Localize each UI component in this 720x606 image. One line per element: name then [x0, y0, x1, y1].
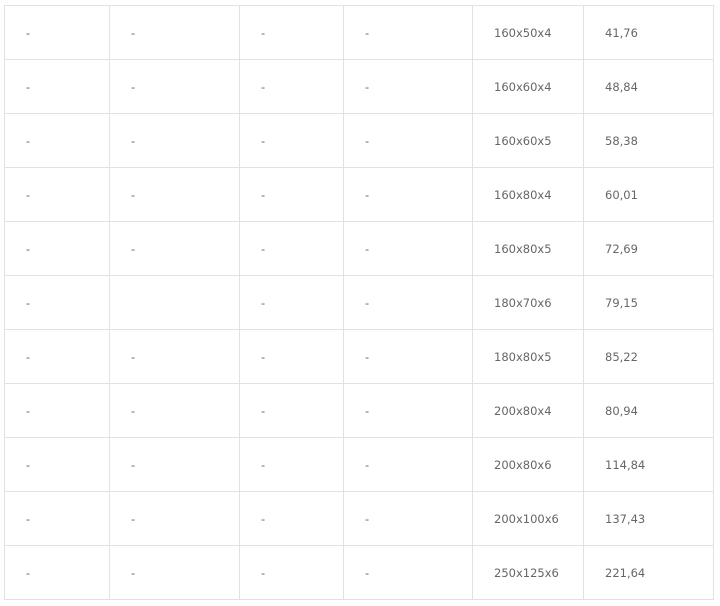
table-cell-col-4: - — [343, 545, 473, 600]
table-row: - - - -200x80x6 114,84 — [4, 437, 714, 492]
table-cell-col-2: - — [109, 59, 240, 114]
table-cell-col-3: - — [239, 545, 344, 600]
table-cell-size: 200x80x4 — [472, 383, 584, 438]
table-cell-col-4: - — [343, 329, 473, 384]
table-cell-col-4: - — [343, 59, 473, 114]
table-cell-size: 250x125x6 — [472, 545, 584, 600]
table-cell-col-2: - — [109, 5, 240, 60]
table-cell-col-1: - — [4, 491, 110, 546]
table-cell-col-3: - — [239, 491, 344, 546]
table-row: - - - -160x80x4 60,01 — [4, 167, 714, 222]
table-cell-col-4: - — [343, 5, 473, 60]
table-cell-col-4: - — [343, 113, 473, 168]
table-cell-size: 160x80x5 — [472, 221, 584, 276]
table-cell-col-1: - — [4, 329, 110, 384]
table-cell-size: 180x70x6 — [472, 275, 584, 330]
table-cell-size: 200x80x6 — [472, 437, 584, 492]
table-cell-value: 60,01 — [583, 167, 714, 222]
table-cell-col-1: - — [4, 275, 110, 330]
table-cell-col-3: - — [239, 167, 344, 222]
table-cell-col-2: - — [109, 221, 240, 276]
table-cell-col-4: - — [343, 221, 473, 276]
table-cell-col-2: - — [109, 167, 240, 222]
table-row: - - - -160x60x5 58,38 — [4, 113, 714, 168]
table-cell-col-2: - — [109, 437, 240, 492]
table-cell-col-4: - — [343, 383, 473, 438]
table-cell-col-1: - — [4, 437, 110, 492]
table-cell-size: 180x80x5 — [472, 329, 584, 384]
table-cell-value: 221,64 — [583, 545, 714, 600]
table-cell-col-3: - — [239, 59, 344, 114]
table-cell-size: 160x50x4 — [472, 5, 584, 60]
table-cell-col-3: - — [239, 275, 344, 330]
data-table: - - - -160x50x4 41,76- - - -160x60x4 48,84- - - -16… — [4, 5, 714, 600]
table-cell-col-2: - — [109, 545, 240, 600]
table-cell-col-4: - — [343, 275, 473, 330]
table-cell-value: 137,43 — [583, 491, 714, 546]
table-cell-value: 58,38 — [583, 113, 714, 168]
table-row: - - - -200x80x4 80,94 — [4, 383, 714, 438]
table-cell-value: 72,69 — [583, 221, 714, 276]
table-cell-col-3: - — [239, 221, 344, 276]
table-cell-value: 79,15 — [583, 275, 714, 330]
table-cell-value: 80,94 — [583, 383, 714, 438]
table-body: - - - -160x50x4 41,76- - - -160x60x4 48,84- - - -16… — [4, 5, 714, 600]
table-cell-value: 85,22 — [583, 329, 714, 384]
table-cell-col-3: - — [239, 329, 344, 384]
table-cell-col-3: - — [239, 437, 344, 492]
table-row: - - - -160x80x5 72,69 — [4, 221, 714, 276]
table-cell-value: 41,76 — [583, 5, 714, 60]
table-cell-value: 48,84 — [583, 59, 714, 114]
table-cell-col-2: - — [109, 491, 240, 546]
table-row: - - - -160x60x4 48,84 — [4, 59, 714, 114]
table-cell-size: 160x60x4 — [472, 59, 584, 114]
table-cell-col-1: - — [4, 383, 110, 438]
table-cell-col-1: - — [4, 545, 110, 600]
table-cell-col-3: - — [239, 113, 344, 168]
table-row: - - -180x70x6 79,15 — [4, 275, 714, 330]
table-cell-col-2: - — [109, 329, 240, 384]
table-cell-value: 114,84 — [583, 437, 714, 492]
table-cell-col-1: - — [4, 59, 110, 114]
table-cell-col-4: - — [343, 491, 473, 546]
table-cell-size: 200x100x6 — [472, 491, 584, 546]
table-cell-col-4: - — [343, 437, 473, 492]
table-cell-col-2: - — [109, 113, 240, 168]
table-cell-col-1: - — [4, 5, 110, 60]
table-cell-col-2: - — [109, 383, 240, 438]
table-row: - - - -160x50x4 41,76 — [4, 5, 714, 60]
table-row: - - - -200x100x6 137,43 — [4, 491, 714, 546]
table-cell-col-1: - — [4, 221, 110, 276]
table-cell-col-1: - — [4, 167, 110, 222]
table-cell-size: 160x60x5 — [472, 113, 584, 168]
table-cell-col-4: - — [343, 167, 473, 222]
table-cell-col-3: - — [239, 5, 344, 60]
table-cell-col-3: - — [239, 383, 344, 438]
table-cell-col-2 — [109, 275, 240, 330]
table-cell-col-1: - — [4, 113, 110, 168]
table-row: - - - -180x80x5 85,22 — [4, 329, 714, 384]
table-row: - - - -250x125x6 221,64 — [4, 545, 714, 600]
table-cell-size: 160x80x4 — [472, 167, 584, 222]
